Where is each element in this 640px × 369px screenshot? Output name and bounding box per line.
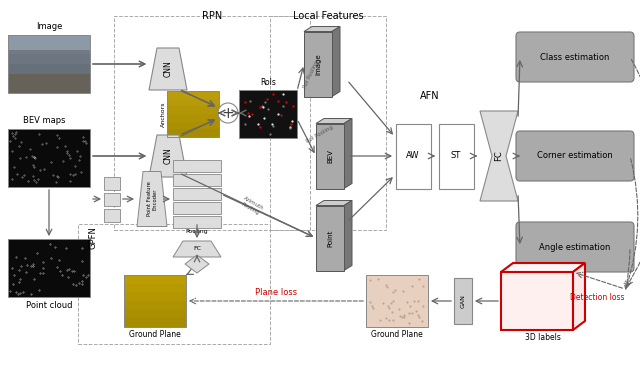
Bar <box>316 206 344 270</box>
Bar <box>104 193 120 206</box>
Bar <box>104 208 120 221</box>
Bar <box>8 129 90 187</box>
Polygon shape <box>316 118 352 124</box>
Text: Image: Image <box>315 53 321 75</box>
Text: Point cloud: Point cloud <box>26 301 72 310</box>
Polygon shape <box>344 118 352 189</box>
Polygon shape <box>501 263 585 272</box>
Bar <box>8 239 90 297</box>
Bar <box>8 74 90 83</box>
Polygon shape <box>304 27 340 31</box>
Text: CNN: CNN <box>163 148 173 164</box>
Text: Ground Plane: Ground Plane <box>129 330 181 339</box>
Text: Pooling: Pooling <box>186 229 208 234</box>
Text: Local Features: Local Features <box>292 11 364 21</box>
Bar <box>167 106 219 114</box>
Bar <box>124 275 186 327</box>
Bar <box>316 124 344 189</box>
Bar <box>167 114 219 122</box>
Polygon shape <box>316 200 352 206</box>
Bar <box>124 301 186 310</box>
Text: CNN: CNN <box>163 61 173 77</box>
Bar <box>124 310 186 318</box>
Bar <box>8 45 90 54</box>
Bar <box>167 129 219 137</box>
Bar <box>366 275 428 327</box>
Text: Anchors: Anchors <box>161 101 166 127</box>
Polygon shape <box>480 111 518 201</box>
Text: Image: Image <box>36 22 62 31</box>
FancyBboxPatch shape <box>516 222 634 272</box>
Bar <box>8 35 90 49</box>
Polygon shape <box>137 172 167 227</box>
Text: RPN: RPN <box>202 11 222 21</box>
Bar <box>78 224 270 344</box>
Text: ST: ST <box>451 152 461 161</box>
Bar <box>167 91 219 137</box>
Text: AFN: AFN <box>420 91 440 101</box>
Text: RoI Pooling: RoI Pooling <box>302 59 319 89</box>
Text: Point Feature
Encoder: Point Feature Encoder <box>147 182 157 217</box>
Bar <box>8 35 90 93</box>
Text: Corner estimation: Corner estimation <box>537 152 613 161</box>
Bar <box>167 99 219 106</box>
Bar <box>438 124 474 189</box>
Bar <box>8 64 90 74</box>
Bar <box>104 176 120 190</box>
Bar <box>8 54 90 64</box>
Text: Point: Point <box>327 229 333 247</box>
Text: GAN: GAN <box>461 294 465 308</box>
Polygon shape <box>149 48 187 90</box>
Text: +: + <box>221 106 234 121</box>
Bar <box>173 202 221 214</box>
Bar <box>396 124 431 189</box>
Text: AW: AW <box>406 152 420 161</box>
Bar <box>124 284 186 292</box>
Polygon shape <box>573 263 585 330</box>
Bar <box>173 160 221 172</box>
Text: RoI Pooling: RoI Pooling <box>305 124 333 144</box>
Text: Plane loss: Plane loss <box>255 288 297 297</box>
Bar <box>304 31 332 97</box>
Bar <box>167 91 219 99</box>
Polygon shape <box>173 241 221 257</box>
Text: Ground Plane: Ground Plane <box>371 330 423 339</box>
Text: BEV: BEV <box>327 149 333 163</box>
FancyBboxPatch shape <box>516 131 634 181</box>
Text: FC: FC <box>193 246 201 252</box>
Text: BEV maps: BEV maps <box>23 116 65 125</box>
FancyBboxPatch shape <box>516 32 634 82</box>
Bar <box>8 74 90 93</box>
Bar <box>270 16 386 230</box>
Bar <box>454 278 472 324</box>
Bar <box>114 16 310 230</box>
Text: GPFN: GPFN <box>88 226 97 249</box>
Polygon shape <box>332 27 340 97</box>
Bar <box>239 90 297 138</box>
Text: Azimuth
Pooling: Azimuth Pooling <box>239 196 264 216</box>
Text: Class estimation: Class estimation <box>540 52 610 62</box>
Bar <box>124 318 186 327</box>
Bar <box>173 216 221 228</box>
Bar <box>173 174 221 186</box>
Bar <box>124 292 186 301</box>
Bar <box>501 272 573 330</box>
Polygon shape <box>344 200 352 270</box>
Polygon shape <box>185 255 209 273</box>
Circle shape <box>218 103 238 123</box>
Text: Detection loss: Detection loss <box>570 293 625 301</box>
Bar <box>167 122 219 129</box>
Text: FC: FC <box>495 151 504 161</box>
Bar <box>173 188 221 200</box>
Bar <box>124 275 186 284</box>
Bar <box>8 83 90 93</box>
Bar <box>8 35 90 45</box>
Polygon shape <box>149 135 187 177</box>
Text: RoIs: RoIs <box>260 78 276 87</box>
Text: Angle estimation: Angle estimation <box>540 242 611 252</box>
Text: 3D labels: 3D labels <box>525 333 561 342</box>
